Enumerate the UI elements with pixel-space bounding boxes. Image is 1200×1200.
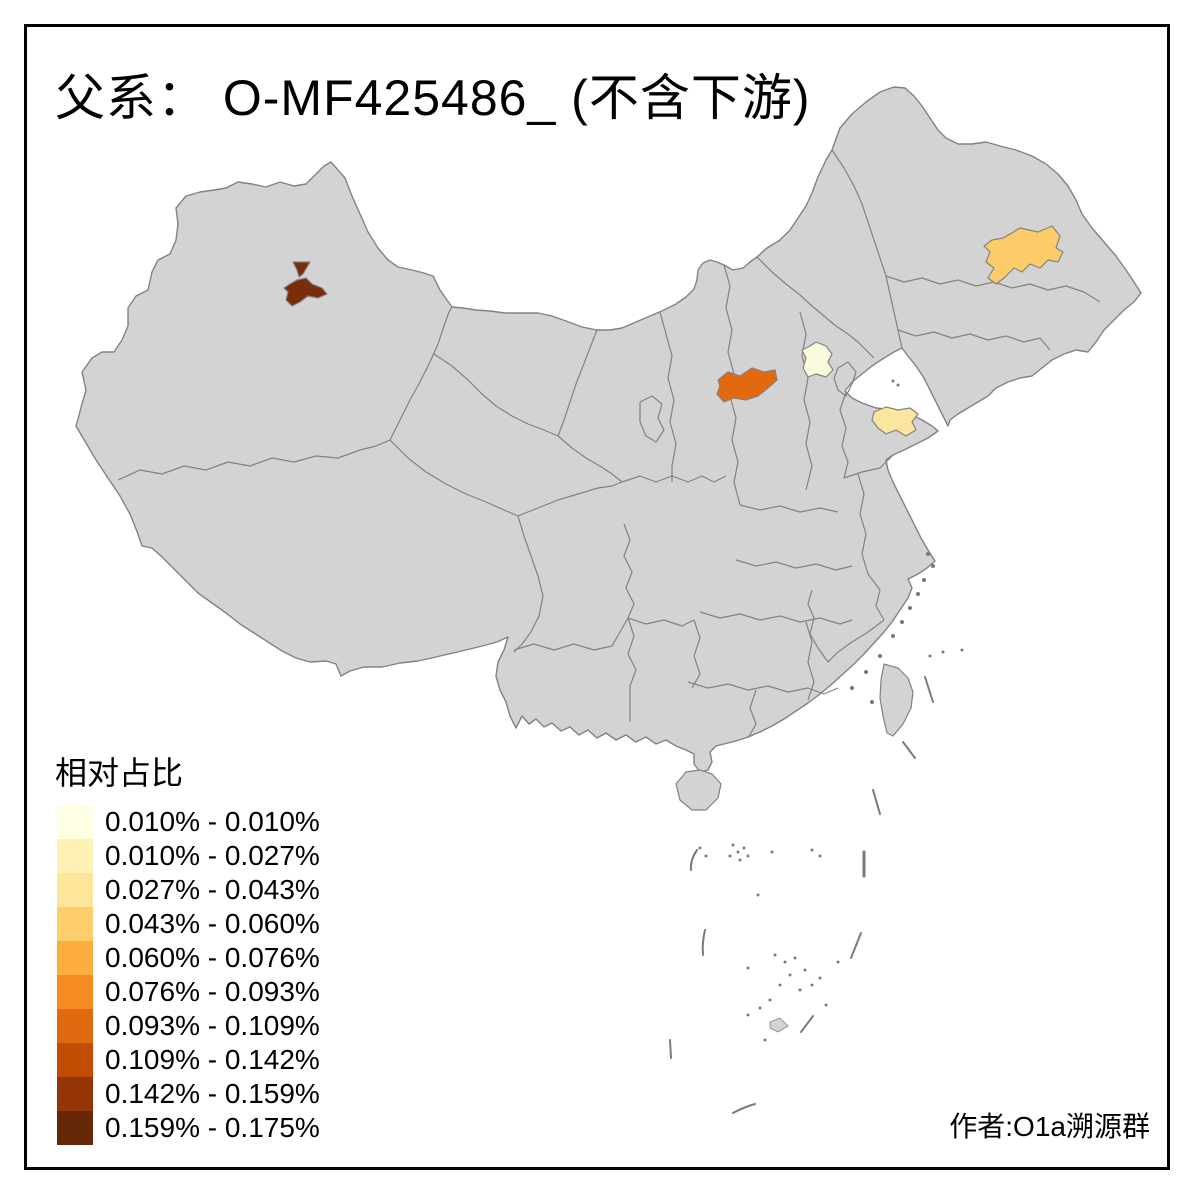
legend-label: 0.076% - 0.093%	[105, 976, 320, 1007]
legend-row: 0.142% - 0.159%	[57, 1077, 320, 1111]
legend-row: 0.076% - 0.093%	[57, 975, 320, 1009]
legend-label: 0.027% - 0.043%	[105, 874, 320, 905]
region-heilongjiang-harbin	[983, 225, 1064, 285]
legend-swatch	[57, 907, 93, 941]
legend-row: 0.060% - 0.076%	[57, 941, 320, 975]
legend-label: 0.093% - 0.109%	[105, 1010, 320, 1041]
legend-swatch	[57, 1043, 93, 1077]
legend-label: 0.109% - 0.142%	[105, 1044, 320, 1075]
legend-swatch	[57, 941, 93, 975]
legend-row: 0.109% - 0.142%	[57, 1043, 320, 1077]
south-china-sea-islets	[698, 843, 840, 1042]
hainan-island	[675, 769, 722, 811]
region-beijing	[801, 341, 834, 378]
region-xinjiang-north-b	[283, 277, 328, 307]
legend-row: 0.027% - 0.043%	[57, 873, 320, 907]
legend-row: 0.093% - 0.109%	[57, 1009, 320, 1043]
legend-swatch	[57, 1077, 93, 1111]
coastal-islets	[850, 379, 964, 704]
legend-label: 0.043% - 0.060%	[105, 908, 320, 939]
legend-label: 0.010% - 0.010%	[105, 806, 320, 837]
legend-swatch	[57, 805, 93, 839]
legend-entries: 0.010% - 0.010% 0.010% - 0.027% 0.027% - 0…	[57, 805, 320, 1145]
legend-row: 0.043% - 0.060%	[57, 907, 320, 941]
legend-swatch	[57, 873, 93, 907]
legend-swatch	[57, 975, 93, 1009]
legend-label: 0.060% - 0.076%	[105, 942, 320, 973]
islands	[675, 663, 914, 1033]
legend-label: 0.142% - 0.159%	[105, 1078, 320, 1109]
legend-row: 0.010% - 0.027%	[57, 839, 320, 873]
region-shanxi-north	[716, 367, 778, 403]
legend-swatch	[57, 839, 93, 873]
legend-row: 0.010% - 0.010%	[57, 805, 320, 839]
colored-regions	[283, 225, 1064, 437]
mainland-outline	[75, 86, 1142, 773]
taiwan-island	[879, 663, 914, 737]
legend-row: 0.159% - 0.175%	[57, 1111, 320, 1145]
legend-label: 0.159% - 0.175%	[105, 1112, 320, 1143]
page-title: 父系： O-MF425486_ (不含下游)	[55, 70, 811, 126]
legend-label: 0.010% - 0.027%	[105, 840, 320, 871]
legend: 相对占比 0.010% - 0.010% 0.010% - 0.027% 0.027…	[55, 748, 320, 1145]
sea-boundary-dashes	[669, 676, 934, 1114]
legend-title: 相对占比	[55, 755, 184, 791]
small-island-sliver	[769, 1017, 789, 1033]
region-xinjiang-north-a	[292, 261, 311, 278]
region-shandong-peninsula	[871, 406, 919, 437]
legend-swatch	[57, 1009, 93, 1043]
author-credit: 作者:O1a溯源群	[949, 1111, 1150, 1142]
legend-swatch	[57, 1111, 93, 1145]
